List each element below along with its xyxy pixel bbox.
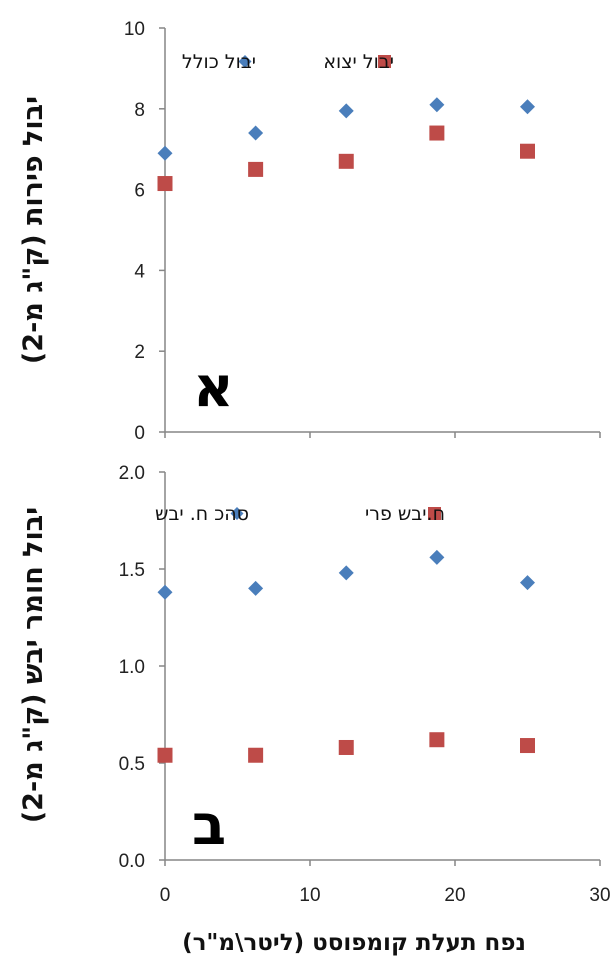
panel-b-points bbox=[157, 549, 535, 763]
panel-a-series-1-point bbox=[157, 176, 173, 192]
panel-b-series-1-point bbox=[338, 739, 354, 755]
panel-b-x-tick-label: 0 bbox=[160, 885, 171, 906]
panel-a-y-tick-label: 8 bbox=[134, 100, 145, 121]
panel-a-series-1-point bbox=[520, 143, 535, 159]
legend-label-total-yield: יבול כולל bbox=[182, 51, 256, 73]
panel-b-y-ticks: 0.0 0.5 1.0 1.5 2.0 bbox=[119, 463, 165, 872]
legend-marker-total-dry-matter bbox=[230, 507, 244, 520]
panel-b-series-0-point bbox=[429, 549, 445, 565]
panel-b-y-tick-label: 0.5 bbox=[119, 754, 145, 775]
panel-b-label: ב bbox=[192, 793, 226, 858]
panel-a-points bbox=[157, 97, 535, 192]
panel-a-y-tick-label: 4 bbox=[134, 261, 145, 282]
panel-a-x-ticks bbox=[164, 432, 601, 438]
legend-marker-fruit-dry-matter bbox=[428, 507, 441, 520]
legend-marker-total-yield bbox=[238, 55, 252, 68]
panel-a-y-tick-label: 10 bbox=[124, 19, 145, 40]
panel-b-x-tick-label: 30 bbox=[589, 885, 610, 906]
panel-a-y-tick-label: 0 bbox=[134, 423, 145, 444]
legend-marker-export-yield bbox=[378, 55, 391, 68]
panel-b-series-1-point bbox=[520, 738, 535, 754]
panel-a-y-ticks: 0 2 4 6 8 10 bbox=[124, 19, 165, 444]
panel-b-series-1-point bbox=[429, 732, 445, 748]
panel-a-series-1-point bbox=[429, 125, 445, 141]
panel-a-label: א bbox=[193, 355, 234, 420]
panel-a-y-tick-label: 2 bbox=[134, 342, 145, 363]
panel-b-y-axis-title: יבול חומר יבש (ק"ג מ-2) bbox=[18, 507, 49, 823]
legend-label-fruit-dry-matter: ח.יבש פרי bbox=[365, 503, 445, 525]
panel-b-series-0-point bbox=[338, 565, 354, 581]
panel-a-series-0-point bbox=[338, 103, 354, 119]
panel-b-y-tick-label: 0.0 bbox=[119, 851, 145, 872]
panel-a-legend: יבול יצוא יבול כולל bbox=[182, 51, 394, 73]
panel-b-y-tick-label: 1.0 bbox=[119, 657, 145, 678]
panel-b-series-0-point bbox=[248, 580, 264, 596]
panel-a-y-axis-title: יבול פירות (ק"ג מ-2) bbox=[18, 96, 49, 364]
panel-a: 0 2 4 6 8 10 יבול יצוא יבול כולל א יבול פירות… bbox=[18, 19, 601, 444]
panel-b-series-0-point bbox=[157, 584, 173, 600]
panel-a-series-1-point bbox=[248, 161, 264, 177]
panel-a-series-0-point bbox=[157, 145, 173, 161]
panel-b-x-tick-label: 10 bbox=[299, 885, 320, 906]
panel-b-y-tick-label: 1.5 bbox=[119, 560, 145, 581]
legend-label-export-yield: יבול יצוא bbox=[323, 51, 394, 73]
legend-label-total-dry-matter: סהכ ח. יבש bbox=[155, 503, 249, 525]
panel-b-y-tick-label: 2.0 bbox=[119, 463, 145, 484]
panel-b-legend: ח.יבש פרי סהכ ח. יבש bbox=[155, 503, 445, 525]
panel-b-x-tick-label: 20 bbox=[444, 885, 465, 906]
panel-a-series-0-point bbox=[520, 99, 535, 115]
panel-b-x-ticks: 0 10 20 30 bbox=[160, 860, 611, 906]
panel-b-series-0-point bbox=[520, 575, 535, 591]
panel-a-y-tick-label: 6 bbox=[134, 181, 145, 202]
x-axis-title: נפח תעלת קומפוסט (ליטר\מ"ר) bbox=[182, 930, 526, 956]
panel-b-series-1-point bbox=[157, 747, 173, 763]
panel-b-series-1-point bbox=[248, 747, 264, 763]
panel-a-series-0-point bbox=[429, 97, 445, 113]
panel-a-series-1-point bbox=[338, 153, 354, 169]
panel-b: 0.0 0.5 1.0 1.5 2.0 0 10 20 30 ח.יבש פרי סהכ ח.… bbox=[18, 463, 611, 956]
panel-a-series-0-point bbox=[248, 125, 264, 141]
